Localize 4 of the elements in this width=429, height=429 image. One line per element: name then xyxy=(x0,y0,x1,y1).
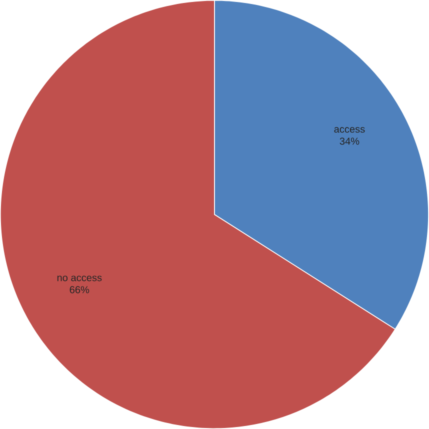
data-label: 66% xyxy=(70,286,90,294)
slice-label: no access xyxy=(57,276,102,282)
data-label: 34% xyxy=(340,138,360,145)
slice-label: access xyxy=(334,127,365,133)
